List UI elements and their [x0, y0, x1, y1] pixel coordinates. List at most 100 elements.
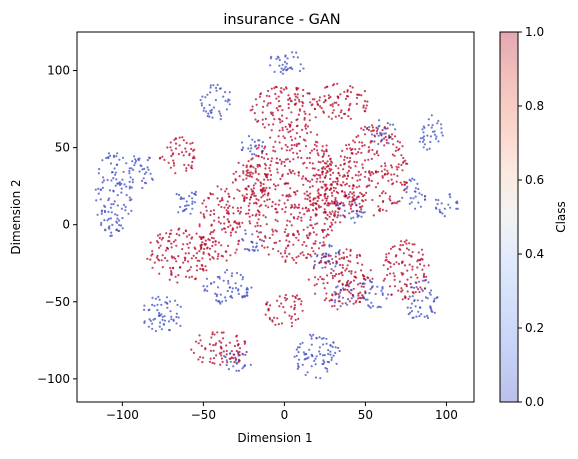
point-class-1	[283, 182, 286, 185]
point-class-0	[168, 329, 171, 332]
point-class-1	[362, 128, 365, 131]
point-class-0	[206, 285, 209, 288]
point-class-1	[405, 181, 408, 184]
point-class-1	[300, 300, 303, 303]
colorbar-tick-label: 0.4	[525, 247, 544, 261]
point-class-1	[272, 183, 276, 186]
point-class-1	[254, 182, 257, 185]
point-class-0	[121, 227, 124, 230]
point-class-0	[421, 279, 425, 282]
point-class-1	[277, 95, 280, 98]
point-class-0	[428, 291, 431, 294]
point-class-0	[297, 358, 301, 361]
point-class-1	[198, 235, 201, 238]
point-class-1	[166, 259, 169, 262]
point-class-1	[201, 241, 204, 244]
point-class-1	[368, 149, 371, 152]
point-class-1	[346, 171, 349, 174]
point-class-0	[386, 122, 389, 125]
point-class-1	[388, 285, 392, 288]
point-class-1	[313, 167, 316, 170]
point-class-0	[309, 333, 312, 336]
point-class-1	[202, 251, 205, 254]
point-class-0	[281, 63, 284, 66]
point-class-1	[235, 349, 238, 353]
point-class-1	[257, 179, 260, 182]
point-class-0	[419, 306, 422, 309]
colorbar-frame	[499, 31, 519, 403]
point-class-1	[197, 342, 200, 345]
point-class-1	[233, 360, 236, 364]
point-class-1	[348, 107, 351, 111]
point-class-1	[211, 193, 214, 196]
point-class-1	[201, 257, 204, 260]
point-class-0	[433, 133, 436, 136]
point-class-1	[364, 198, 367, 202]
point-class-1	[298, 211, 301, 214]
point-class-1	[284, 125, 287, 128]
point-class-0	[250, 286, 253, 289]
point-class-1	[227, 212, 230, 215]
point-class-1	[317, 195, 320, 198]
point-class-0	[179, 205, 182, 209]
point-class-0	[130, 209, 133, 212]
point-class-1	[171, 153, 174, 156]
point-class-1	[314, 116, 317, 119]
point-class-1	[245, 212, 248, 215]
point-class-1	[245, 166, 248, 169]
point-class-1	[320, 186, 323, 189]
point-class-1	[297, 206, 300, 209]
point-class-0	[313, 359, 316, 362]
point-class-1	[323, 95, 326, 98]
point-class-0	[334, 351, 337, 354]
point-class-0	[248, 249, 251, 252]
point-class-1	[336, 201, 339, 204]
point-class-0	[226, 289, 229, 293]
point-class-1	[226, 206, 230, 209]
point-class-1	[290, 325, 293, 328]
point-class-1	[371, 277, 374, 280]
point-class-0	[148, 308, 151, 311]
point-class-1	[314, 140, 318, 143]
point-class-0	[200, 102, 203, 105]
point-class-1	[383, 162, 387, 165]
point-class-0	[110, 211, 113, 214]
point-class-1	[298, 149, 302, 152]
point-class-0	[215, 89, 218, 92]
point-class-1	[212, 357, 216, 360]
point-class-1	[212, 237, 215, 240]
point-class-0	[284, 65, 287, 68]
point-class-1	[330, 272, 333, 275]
point-class-1	[220, 357, 223, 360]
point-class-1	[277, 184, 280, 187]
point-class-1	[392, 272, 395, 275]
point-class-1	[212, 230, 215, 233]
colorbar: 0.00.20.40.60.81.0 Class	[499, 25, 568, 409]
point-class-0	[387, 293, 390, 296]
point-class-0	[208, 115, 211, 118]
point-class-0	[455, 207, 458, 210]
point-class-0	[322, 359, 325, 362]
point-class-0	[134, 159, 138, 163]
point-class-1	[263, 178, 266, 181]
point-class-1	[398, 141, 402, 144]
point-class-1	[164, 249, 167, 252]
point-class-1	[161, 155, 164, 158]
point-class-0	[409, 197, 412, 200]
point-class-1	[328, 215, 331, 218]
point-class-1	[276, 168, 279, 171]
point-class-1	[381, 208, 384, 211]
point-class-0	[227, 368, 230, 371]
point-class-1	[353, 275, 356, 278]
point-class-1	[395, 165, 398, 168]
point-class-0	[120, 187, 123, 190]
point-class-1	[333, 304, 336, 307]
point-class-1	[274, 184, 277, 188]
point-class-0	[158, 311, 161, 315]
point-class-1	[314, 240, 317, 243]
point-class-1	[288, 97, 291, 100]
point-class-1	[288, 193, 291, 196]
point-class-0	[138, 170, 141, 173]
point-class-1	[290, 138, 294, 142]
point-class-1	[273, 316, 276, 319]
